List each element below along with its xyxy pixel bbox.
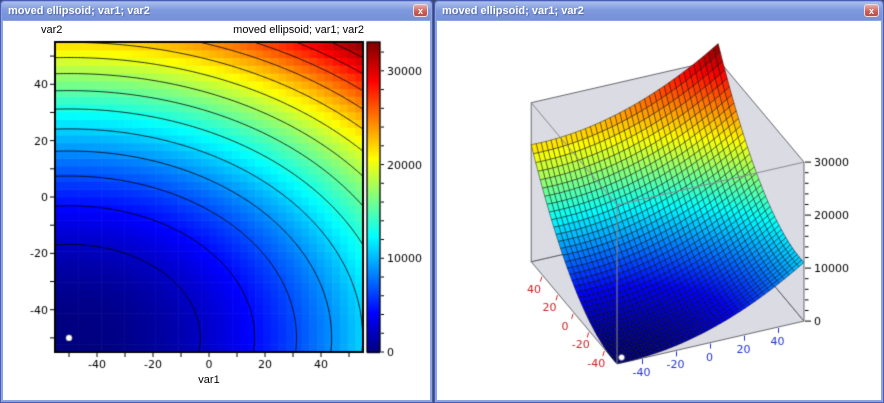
window-title: moved ellipsoid; var1; var2 [442, 5, 584, 17]
window-contour-plot: moved ellipsoid; var1; var2 x var2 moved… [0, 0, 433, 403]
window-surface-plot: moved ellipsoid; var1; var2 x [434, 0, 884, 403]
plot-client-area [437, 21, 881, 400]
close-button[interactable]: x [864, 4, 879, 17]
titlebar[interactable]: moved ellipsoid; var1; var2 x [436, 2, 882, 20]
close-icon: x [868, 6, 874, 16]
x-axis-title: var1 [198, 374, 220, 386]
contour-plot-canvas[interactable] [3, 21, 430, 400]
plot-title: moved ellipsoid; var1; var2 [233, 24, 364, 36]
surface-plot-canvas[interactable] [437, 21, 881, 400]
window-title: moved ellipsoid; var1; var2 [8, 5, 150, 17]
plot-client-area: var2 moved ellipsoid; var1; var2 var1 [3, 21, 430, 400]
y-axis-title: var2 [41, 24, 63, 36]
close-icon: x [417, 6, 423, 16]
titlebar[interactable]: moved ellipsoid; var1; var2 x [2, 2, 431, 20]
close-button[interactable]: x [413, 4, 428, 17]
